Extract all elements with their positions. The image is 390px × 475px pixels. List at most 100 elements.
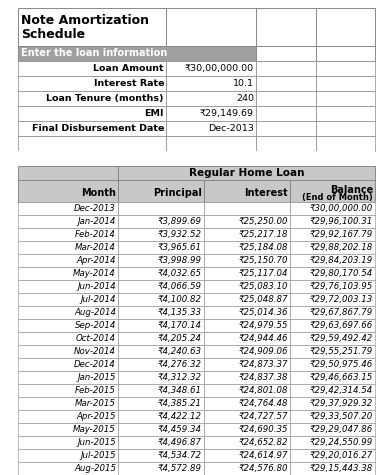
Bar [18,180,118,202]
Bar [290,280,375,293]
Text: ₹4,572.89: ₹4,572.89 [158,464,202,473]
Bar [290,384,375,397]
Text: ₹29,15,443.38: ₹29,15,443.38 [310,464,373,473]
Bar [118,397,204,410]
Text: ₹4,240.63: ₹4,240.63 [158,347,202,356]
Bar [290,332,375,345]
Text: ₹30,00,000.00: ₹30,00,000.00 [310,204,373,213]
Bar [204,410,290,423]
Text: ₹29,33,507.20: ₹29,33,507.20 [310,412,373,421]
Text: ₹25,150.70: ₹25,150.70 [239,256,288,265]
Text: ₹24,576.80: ₹24,576.80 [239,464,288,473]
Text: ₹29,42,314.54: ₹29,42,314.54 [310,386,373,395]
Bar [204,202,290,215]
Bar [18,436,118,449]
Text: ₹24,652.82: ₹24,652.82 [239,438,288,447]
Text: Dec-2013: Dec-2013 [208,124,254,133]
Bar [204,384,290,397]
Text: Feb-2015: Feb-2015 [75,386,116,395]
Bar [166,61,256,76]
Text: ₹29,149.69: ₹29,149.69 [200,109,254,118]
Bar [204,280,290,293]
Bar [118,423,204,436]
Bar [18,345,118,358]
Bar [18,166,118,180]
Bar [204,241,290,254]
Text: ₹29,24,550.99: ₹29,24,550.99 [310,438,373,447]
Text: ₹4,312.32: ₹4,312.32 [158,373,202,382]
Bar [118,449,204,462]
Text: ₹4,066.59: ₹4,066.59 [158,282,202,291]
Text: ₹24,690.35: ₹24,690.35 [239,425,288,434]
Bar [204,267,290,280]
Bar [18,397,118,410]
Bar [118,319,204,332]
Text: ₹24,801.08: ₹24,801.08 [239,386,288,395]
Text: ₹3,965.61: ₹3,965.61 [158,243,202,252]
Bar [256,76,316,91]
Bar [18,254,118,267]
Text: Oct-2014: Oct-2014 [76,334,116,343]
Text: ₹24,979.55: ₹24,979.55 [239,321,288,330]
Bar [290,202,375,215]
Bar [290,241,375,254]
Bar [204,449,290,462]
Bar [204,306,290,319]
Text: Note Amortization: Note Amortization [21,13,149,27]
Bar [204,180,290,202]
Bar [290,319,375,332]
Text: ₹25,083.10: ₹25,083.10 [239,282,288,291]
Text: May-2015: May-2015 [73,425,116,434]
Text: ₹24,837.38: ₹24,837.38 [239,373,288,382]
Text: Aug-2015: Aug-2015 [74,464,116,473]
Bar [118,462,204,475]
Text: ₹4,170.14: ₹4,170.14 [158,321,202,330]
Bar [290,410,375,423]
Text: Balance: Balance [330,185,373,195]
Text: Enter the loan information: Enter the loan information [21,48,167,58]
Bar [316,46,375,61]
Bar [256,8,316,46]
Text: Final Disbursement Date: Final Disbursement Date [32,124,164,133]
Text: Jul-2015: Jul-2015 [80,451,116,460]
Bar [118,280,204,293]
Bar [118,358,204,371]
Text: ₹4,459.34: ₹4,459.34 [158,425,202,434]
Bar [166,121,256,136]
Text: ₹29,92,167.79: ₹29,92,167.79 [310,230,373,239]
Bar [290,215,375,228]
Bar [204,293,290,306]
Text: Jun-2015: Jun-2015 [77,438,116,447]
Bar [290,306,375,319]
Bar [290,293,375,306]
Bar [18,76,166,91]
Text: Mar-2014: Mar-2014 [75,243,116,252]
Bar [18,202,118,215]
Text: ₹29,76,103.95: ₹29,76,103.95 [310,282,373,291]
Text: Nov-2014: Nov-2014 [74,347,116,356]
Bar [256,91,316,106]
Bar [204,462,290,475]
Bar [204,397,290,410]
Bar [290,180,375,202]
Text: ₹29,55,251.79: ₹29,55,251.79 [310,347,373,356]
Text: Regular Home Loan: Regular Home Loan [189,168,304,178]
Bar [204,436,290,449]
Text: ₹24,944.46: ₹24,944.46 [239,334,288,343]
Text: ₹25,250.00: ₹25,250.00 [239,217,288,226]
Text: ₹4,100.82: ₹4,100.82 [158,295,202,304]
Bar [290,371,375,384]
Bar [256,136,316,151]
Bar [18,384,118,397]
Text: Apr-2015: Apr-2015 [76,412,116,421]
Bar [290,436,375,449]
Bar [18,151,375,166]
Text: Principal: Principal [153,188,202,198]
Text: (End of Month): (End of Month) [302,193,373,202]
Text: ₹29,67,867.79: ₹29,67,867.79 [310,308,373,317]
Text: ₹25,184.08: ₹25,184.08 [239,243,288,252]
Text: ₹4,032.65: ₹4,032.65 [158,269,202,278]
Bar [18,306,118,319]
Text: ₹4,534.72: ₹4,534.72 [158,451,202,460]
Bar [256,46,316,61]
